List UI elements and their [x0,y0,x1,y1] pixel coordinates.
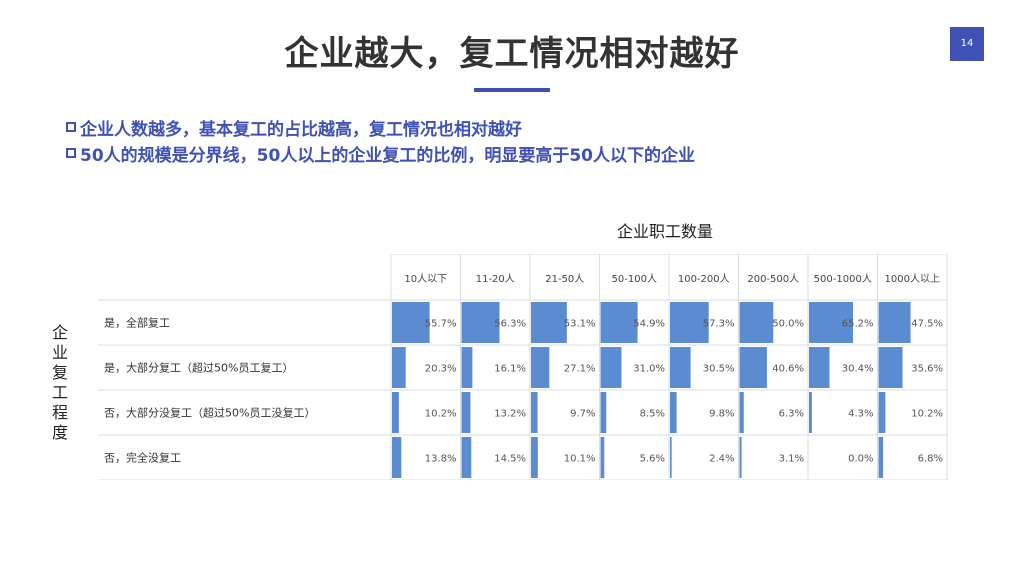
data-bar [392,347,406,388]
column-header: 10人以下 [404,273,447,285]
title-underline [474,88,550,92]
row-label: 是，大部分复工（超过50%员工复工） [104,361,293,375]
column-header: 21-50人 [545,273,584,285]
data-bar [392,392,399,433]
data-label: 55.7% [425,319,457,330]
data-label: 53.1% [564,319,596,330]
data-bar [531,347,550,388]
row-label: 否，完全没复工 [104,451,181,465]
data-label: 6.8% [918,454,943,465]
data-bar [461,347,473,388]
data-label: 13.2% [494,409,526,420]
data-label: 9.7% [570,409,595,420]
data-label: 9.8% [709,409,734,420]
data-bar [809,392,812,433]
data-bar [739,302,774,343]
data-label: 27.1% [564,364,596,375]
data-bar [878,392,886,433]
data-label: 8.5% [640,409,665,420]
data-bar [531,302,567,343]
data-label: 35.6% [911,364,943,375]
data-label: 47.5% [911,319,943,330]
checkbox-bullet-icon [66,122,76,132]
row-label: 否，大部分没复工（超过50%员工没复工） [104,406,315,420]
data-label: 50.0% [772,319,804,330]
data-bar [600,392,607,433]
data-label: 6.3% [779,409,804,420]
column-header: 100-200人 [678,273,730,285]
bullet-item: 50人的规模是分界线，50人以上的企业复工的比例，明显要高于50人以下的企业 [66,140,695,166]
data-bar [600,437,605,478]
data-label: 30.5% [703,364,735,375]
data-bar [531,392,538,433]
column-header: 11-20人 [476,273,515,285]
data-label: 65.2% [842,319,874,330]
data-label: 4.3% [848,409,873,420]
data-bar [739,392,744,433]
bullet-list: 企业人数越多，基本复工的占比越高，复工情况也相对越好 50人的规模是分界线，50… [66,114,695,166]
data-label: 56.3% [494,319,526,330]
data-label: 10.2% [425,409,457,420]
column-header: 200-500人 [747,273,799,285]
page-title: 企业越大，复工情况相对越好 [284,34,740,74]
bullet-text: 50人的规模是分界线，50人以上的企业复工的比例，明显要高于50人以下的企业 [80,145,695,166]
data-label: 30.4% [842,364,874,375]
data-label: 0.0% [848,454,873,465]
data-label: 13.8% [425,454,457,465]
data-bar [739,347,767,388]
data-bar [461,437,472,478]
data-label: 57.3% [703,319,735,330]
data-bar [670,347,691,388]
data-label: 10.1% [564,454,596,465]
data-bar [461,302,500,343]
data-label: 31.0% [633,364,665,375]
data-bar [670,437,672,478]
page-number-badge: 14 [950,27,984,61]
bullet-text: 企业人数越多，基本复工的占比越高，复工情况也相对越好 [80,119,522,140]
bullet-item: 企业人数越多，基本复工的占比越高，复工情况也相对越好 [66,114,695,140]
data-bar [392,437,402,478]
row-axis-title: 企业复工程度 [51,323,68,442]
data-bar [670,392,677,433]
data-bar [739,437,742,478]
data-bar [670,302,709,343]
row-label: 是，全部复工 [104,316,170,330]
data-bar [600,347,622,388]
data-label: 14.5% [494,454,526,465]
data-bar [878,437,884,478]
data-label: 40.6% [772,364,804,375]
crosstab-bar-table: 10人以下 11-20人 21-50人 50-100人 100-200人 200-500人… [98,254,948,480]
data-label: 3.1% [779,454,804,465]
column-header: 500-1000人 [814,273,872,285]
data-label: 10.2% [911,409,943,420]
data-bar [461,392,471,433]
data-label: 5.6% [640,454,665,465]
data-bar [878,347,903,388]
data-label: 20.3% [425,364,457,375]
data-bar [878,302,911,343]
data-label: 2.4% [709,454,734,465]
column-axis-title: 企业职工数量 [616,222,713,241]
data-bar [809,347,830,388]
data-bar [392,302,430,343]
data-bar [600,302,638,343]
data-label: 16.1% [494,364,526,375]
data-label: 54.9% [633,319,665,330]
checkbox-bullet-icon [66,148,76,158]
data-bar [531,437,538,478]
column-header: 50-100人 [612,273,657,285]
data-bar [809,302,854,343]
column-header: 1000人以上 [885,273,940,285]
